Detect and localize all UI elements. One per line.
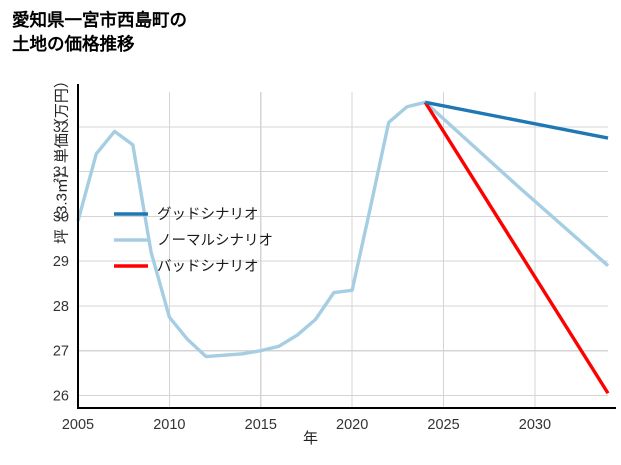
y-tick-label: 28 (53, 299, 69, 315)
x-tick-label: 2010 (153, 417, 185, 433)
x-axis-label: 年 (302, 430, 318, 447)
x-tick-labels: 2005 2010 2015 2020 2025 2030 (62, 417, 551, 433)
chart-title: 愛知県一宮市西島町の 土地の価格推移 (12, 10, 187, 55)
x-tick-label: 2005 (62, 417, 94, 433)
y-tick-label: 32 (53, 120, 69, 136)
y-tick-labels: 26 27 28 29 30 31 32 (53, 120, 69, 405)
series-line-2 (423, 101, 610, 395)
x-tick-label: 2015 (245, 417, 277, 433)
x-tick-label: 2025 (427, 417, 459, 433)
y-tick-label: 26 (53, 388, 69, 404)
legend-label-0: グッドシナリオ (157, 206, 259, 223)
y-gridlines (78, 126, 608, 397)
y-tick-label: 29 (53, 254, 69, 270)
x-tick-label: 2020 (336, 417, 368, 433)
y-tick-label: 31 (53, 165, 69, 181)
y-tick-label: 30 (53, 209, 69, 225)
series-lines (76, 100, 610, 395)
x-tick-label: 2030 (519, 417, 551, 433)
legend-label-2: バッドシナリオ (157, 259, 259, 275)
series-line-0 (424, 100, 609, 140)
series-line-1 (76, 100, 610, 359)
legend-label-1: ノーマルシナリオ (157, 233, 273, 249)
y-tick-label: 27 (53, 344, 69, 360)
